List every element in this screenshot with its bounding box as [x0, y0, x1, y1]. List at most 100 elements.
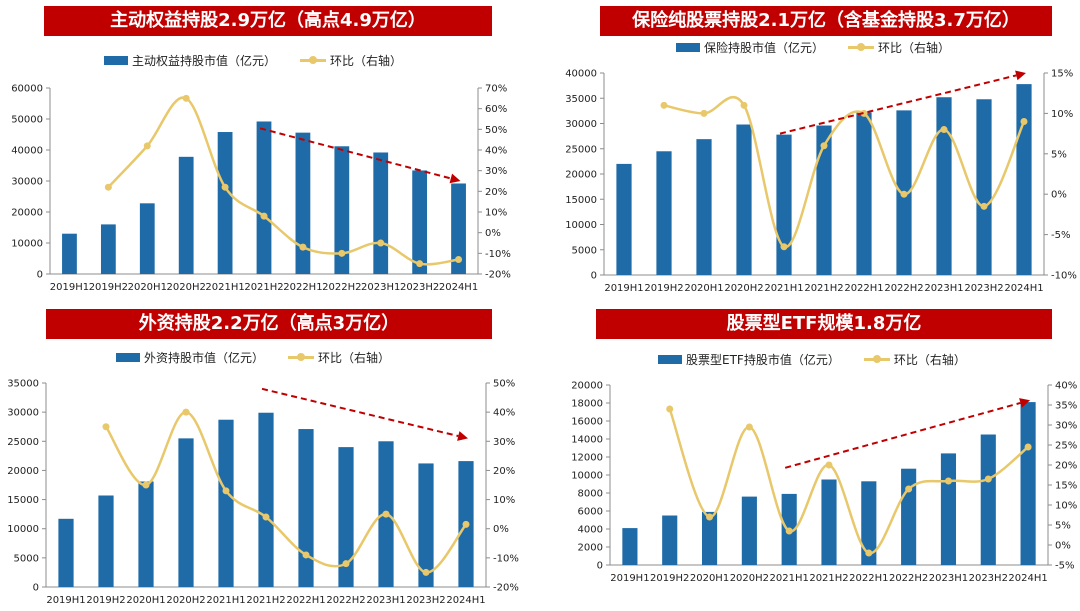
line-point-2023H1 — [940, 126, 948, 134]
chart-legend: 股票型ETF持股市值（亿元） 环比（右轴） — [658, 351, 966, 368]
y-tick-label: 25000 — [565, 144, 597, 155]
bar-2021H2 — [258, 412, 274, 587]
chart-legend: 外资持股市值（亿元） 环比（右轴） — [116, 349, 390, 366]
trend-arrow — [261, 387, 459, 438]
line-point-2020H2 — [745, 423, 753, 431]
x-tick-label: 2021H2 — [246, 595, 285, 606]
x-tick-label: 2022H2 — [322, 282, 361, 293]
x-tick-label: 2020H1 — [126, 595, 165, 606]
bar-2019H1 — [62, 233, 77, 274]
line-point-2024H1 — [455, 256, 463, 264]
x-tick-label: 2021H1 — [764, 283, 803, 294]
line-point-2022H1 — [299, 243, 307, 251]
bar-2023H1 — [940, 453, 957, 565]
y-tick-label: 20000 — [7, 466, 39, 477]
y-tick-label: 30000 — [565, 119, 597, 130]
line-point-2022H2 — [338, 249, 346, 257]
x-tick-label: 2022H2 — [884, 283, 923, 294]
x-tick-label: 2020H1 — [128, 282, 167, 293]
legend-bar-label: 保险持股市值（亿元） — [704, 41, 825, 55]
line-point-2020H1 — [706, 513, 714, 521]
line-point-2023H2 — [980, 202, 988, 210]
x-tick-label: 2023H2 — [406, 595, 445, 606]
bar-2020H2 — [178, 156, 194, 274]
y2-tick-label: 40% — [1055, 381, 1077, 392]
chart-plot: 0 10000 20000 30000 40000 50000 60000 -20% -10% 0… — [11, 84, 511, 294]
line-point-2020H1 — [143, 142, 151, 150]
bar-2023H2 — [980, 434, 996, 565]
trend-arrow-head — [457, 431, 468, 441]
bar-2020H2 — [736, 124, 752, 275]
chart-panel-foreign: 外资持股2.2万亿（高点3万亿） 外资持股市值（亿元） 环比（右轴） 0 5000… — [0, 305, 540, 610]
x-tick-label: 2022H2 — [326, 595, 365, 606]
y2-tick-label: 50% — [493, 379, 515, 390]
y2-tick-label: 30% — [485, 166, 507, 177]
y-tick-label: 0 — [597, 561, 603, 572]
line-point-2022H2 — [342, 560, 350, 568]
y2-tick-label: -10% — [1051, 271, 1077, 282]
y-tick-label: 4000 — [578, 525, 603, 536]
x-tick-label: 2021H2 — [804, 283, 843, 294]
bar-2020H1 — [701, 511, 718, 565]
y-tick-label: 10000 — [565, 220, 597, 231]
y2-tick-label: 50% — [485, 125, 507, 136]
bar-2021H1 — [217, 132, 233, 274]
bar-2019H2 — [98, 495, 114, 587]
line-point-2020H2 — [182, 94, 190, 102]
x-tick-label: 2019H2 — [89, 282, 128, 293]
bar-2022H1 — [295, 132, 311, 274]
trend-arrow — [779, 74, 1017, 135]
line-point-2023H2 — [422, 568, 430, 576]
y-tick-label: 5000 — [572, 245, 597, 256]
y2-tick-label: -10% — [493, 553, 519, 564]
x-tick-label: 2022H1 — [849, 573, 888, 584]
y2-tick-label: 10% — [1051, 109, 1073, 120]
bar-2023H2 — [418, 463, 434, 587]
bar-2021H1 — [218, 419, 234, 587]
line-point-2022H1 — [860, 109, 868, 117]
line-point-2022H2 — [900, 190, 908, 198]
legend-bar-swatch — [104, 56, 128, 65]
trend-arrow — [784, 401, 1021, 469]
x-tick-label: 2024H1 — [446, 595, 485, 606]
chart-panel-etf: 股票型ETF规模1.8万亿 股票型ETF持股市值（亿元） 环比（右轴） 0 200… — [540, 305, 1080, 610]
bar-2023H1 — [373, 152, 389, 274]
x-tick-label: 2020H2 — [166, 595, 205, 606]
y-tick-label: 40000 — [11, 146, 43, 157]
line-point-2021H2 — [262, 513, 270, 521]
y-tick-label: 0 — [33, 583, 39, 594]
line-point-2020H1 — [142, 481, 150, 489]
line-point-2024H1 — [1024, 443, 1032, 451]
bar-2022H2 — [901, 468, 917, 565]
y-tick-label: 30000 — [11, 177, 43, 188]
y-tick-label: 2000 — [578, 543, 603, 554]
bar-2024H1 — [451, 183, 466, 274]
x-tick-label: 2022H2 — [889, 573, 928, 584]
line-point-2023H2 — [416, 260, 424, 268]
x-tick-label: 2021H1 — [205, 282, 244, 293]
x-tick-label: 2020H2 — [167, 282, 206, 293]
bar-2019H1 — [616, 163, 632, 275]
line-series-qoq — [668, 408, 1029, 555]
x-tick-label: 2020H2 — [730, 573, 769, 584]
bar-2024H1 — [1016, 84, 1032, 275]
y-tick-label: 6000 — [578, 507, 603, 518]
x-tick-label: 2020H1 — [690, 573, 729, 584]
y-tick-label: 30000 — [7, 408, 39, 419]
x-tick-label: 2021H2 — [244, 282, 283, 293]
y-tick-label: 35000 — [565, 94, 597, 105]
y2-tick-label: 0% — [1055, 541, 1071, 552]
legend-bar-label: 外资持股市值（亿元） — [144, 351, 265, 365]
legend-line-label: 环比（右轴） — [893, 353, 966, 367]
bar-2024H1 — [1020, 402, 1036, 565]
y-tick-label: 20000 — [565, 170, 597, 181]
y2-tick-label: 20% — [493, 466, 515, 477]
line-point-2023H1 — [377, 239, 385, 247]
y2-tick-label: 5% — [1055, 521, 1071, 532]
bar-2020H2 — [178, 438, 194, 587]
bar-2020H1 — [138, 481, 154, 587]
chart-panel-insurance: 保险纯股票持股2.1万亿（含基金持股3.7万亿） 保险持股市值（亿元） 环比（右… — [540, 0, 1080, 305]
line-point-2023H1 — [382, 510, 390, 518]
legend-bar-swatch — [116, 353, 140, 362]
y-tick-label: 50000 — [11, 115, 43, 126]
